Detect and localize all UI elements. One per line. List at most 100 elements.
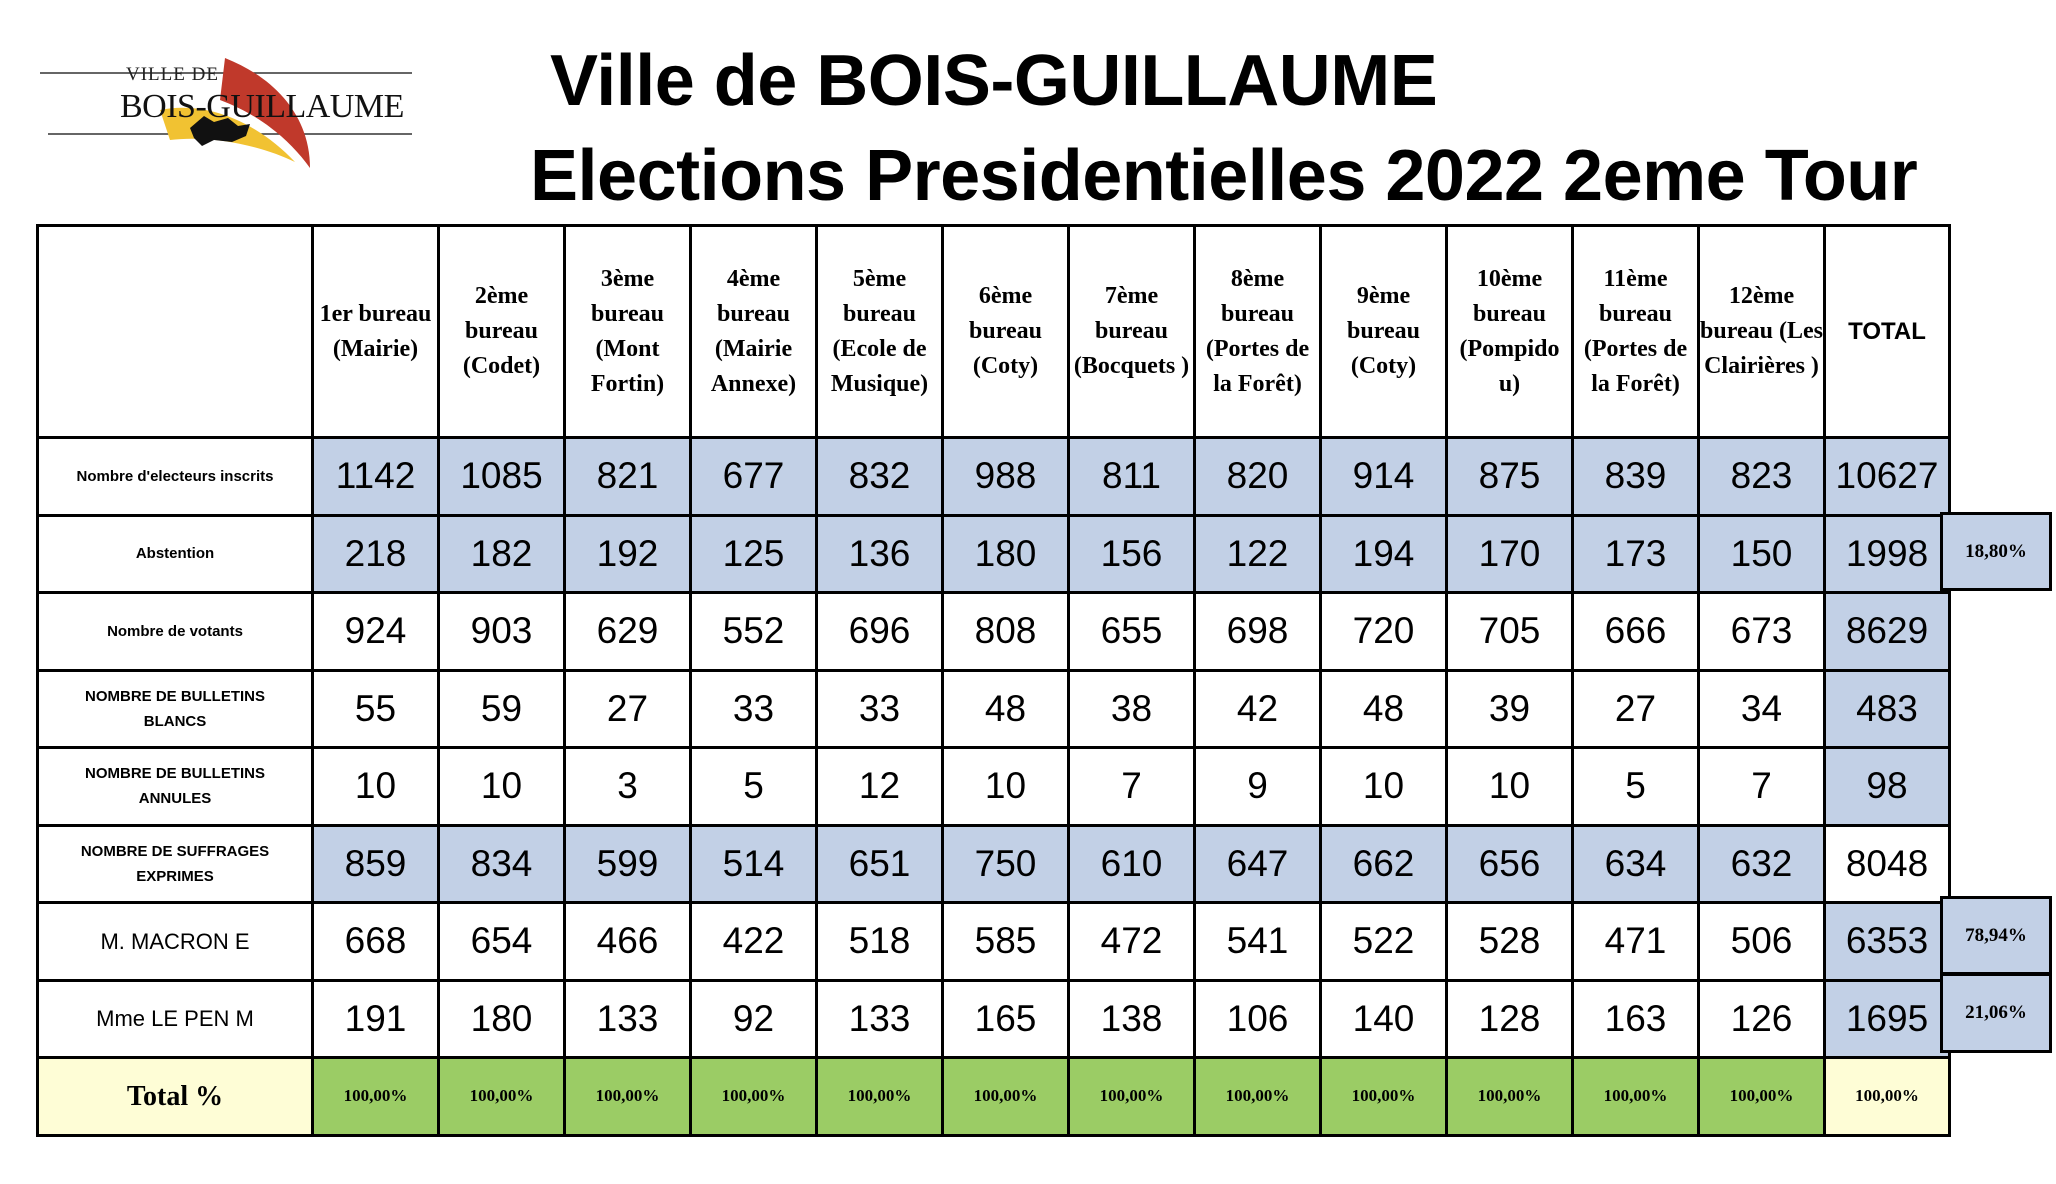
- logo-swoosh-icon: [40, 58, 412, 168]
- page-subtitle: Elections Presidentielles 2022 2eme Tour: [530, 136, 1918, 216]
- bureau-cell: 106: [1193, 978, 1322, 1059]
- bureau-cell: 552: [689, 591, 818, 672]
- bureau-cell: 9: [1193, 746, 1322, 827]
- total-cell: 8629: [1823, 591, 1951, 672]
- bureau-cell: 924: [311, 591, 440, 672]
- bureau-cell: 10: [437, 746, 566, 827]
- bureau-cell: 820: [1193, 436, 1322, 517]
- bureau-cell: 903: [437, 591, 566, 672]
- bureau-cell: 654: [437, 901, 566, 982]
- header-row: 1er bureau (Mairie) 2ème bureau (Codet) …: [36, 224, 1951, 439]
- bureau-cell: 163: [1571, 978, 1700, 1059]
- total-cell: 6353: [1823, 901, 1951, 982]
- bureau-cell: 466: [563, 901, 692, 982]
- page-title: Ville de BOIS-GUILLAUME: [550, 41, 1438, 121]
- bureau-cell: 705: [1445, 591, 1574, 672]
- votants-row: Nombre de votants 924 903 629 552 696 808 655 69…: [36, 591, 1951, 672]
- bureau-cell: 988: [941, 436, 1070, 517]
- bureau-cell: 471: [1571, 901, 1700, 982]
- row-label: NOMBRE DE BULLETINS BLANCS: [36, 668, 314, 749]
- bureau-cell: 656: [1445, 823, 1574, 904]
- bureau-cell: 528: [1445, 901, 1574, 982]
- bureau-cell: 696: [815, 591, 944, 672]
- bureau-cell: 133: [563, 978, 692, 1059]
- bureau-cell: 100,00%: [941, 1056, 1070, 1137]
- bureau-cell: 122: [1193, 513, 1322, 594]
- bureau-cell: 541: [1193, 901, 1322, 982]
- bureau-cell: 518: [815, 901, 944, 982]
- bureau-cell: 698: [1193, 591, 1322, 672]
- bureau-cell: 585: [941, 901, 1070, 982]
- bureau-cell: 647: [1193, 823, 1322, 904]
- total-cell: 100,00%: [1823, 1056, 1951, 1137]
- blancs-row: NOMBRE DE BULLETINS BLANCS 55 59 27 33 33 48 38…: [36, 668, 1951, 749]
- exprimes-row: NOMBRE DE SUFFRAGES EXPRIMES 859 834 599 514…: [36, 823, 1951, 904]
- bureau-cell: 662: [1319, 823, 1448, 904]
- bureau-cell: 140: [1319, 978, 1448, 1059]
- logo-city-text: VILLE DE: [126, 64, 219, 85]
- bureau-cell: 33: [689, 668, 818, 749]
- bureau-cell: 834: [437, 823, 566, 904]
- header-bureau-4: 4ème bureau (Mairie Annexe): [689, 224, 818, 439]
- header-bureau-9: 9ème bureau (Coty): [1319, 224, 1448, 439]
- bureau-cell: 651: [815, 823, 944, 904]
- abstention-row: Abstention 218 182 192 125 136 180 156 122 194 170…: [36, 513, 1951, 594]
- total-cell: 1998: [1823, 513, 1951, 594]
- row-label: Mme LE PEN M: [36, 978, 314, 1059]
- bureau-cell: 92: [689, 978, 818, 1059]
- header-bureau-5: 5ème bureau (Ecole de Musique): [815, 224, 944, 439]
- total-cell: 8048: [1823, 823, 1951, 904]
- bureau-cell: 133: [815, 978, 944, 1059]
- bureau-cell: 55: [311, 668, 440, 749]
- row-label: NOMBRE DE BULLETINS ANNULES: [36, 746, 314, 827]
- macron-row: M. MACRON E 668 654 466 422 518 585 472 541 522 52…: [36, 901, 1951, 982]
- row-label: Abstention: [36, 513, 314, 594]
- bureau-cell: 100,00%: [1319, 1056, 1448, 1137]
- bureau-cell: 5: [689, 746, 818, 827]
- abstention-percentage: 18,80%: [1940, 512, 2052, 591]
- bureau-cell: 100,00%: [1445, 1056, 1574, 1137]
- bureau-cell: 472: [1067, 901, 1196, 982]
- header-bureau-12: 12ème bureau (Les Clairières ): [1697, 224, 1826, 439]
- bureau-cell: 1085: [437, 436, 566, 517]
- row-label: Nombre de votants: [36, 591, 314, 672]
- bureau-cell: 12: [815, 746, 944, 827]
- bureau-cell: 514: [689, 823, 818, 904]
- lepen-row: Mme LE PEN M 191 180 133 92 133 165 138 106 140 12…: [36, 978, 1951, 1059]
- bureau-cell: 48: [1319, 668, 1448, 749]
- bureau-cell: 808: [941, 591, 1070, 672]
- bureau-cell: 182: [437, 513, 566, 594]
- bureau-cell: 823: [1697, 436, 1826, 517]
- bureau-cell: 914: [1319, 436, 1448, 517]
- bureau-cell: 100,00%: [1571, 1056, 1700, 1137]
- total-cell: 483: [1823, 668, 1951, 749]
- bureau-cell: 42: [1193, 668, 1322, 749]
- header-corner: [36, 224, 314, 439]
- bureau-cell: 194: [1319, 513, 1448, 594]
- bureau-cell: 128: [1445, 978, 1574, 1059]
- bureau-cell: 150: [1697, 513, 1826, 594]
- bureau-cell: 832: [815, 436, 944, 517]
- bureau-cell: 7: [1067, 746, 1196, 827]
- row-label: Nombre d'electeurs inscrits: [36, 436, 314, 517]
- bureau-cell: 629: [563, 591, 692, 672]
- bureau-cell: 750: [941, 823, 1070, 904]
- header-bureau-10: 10ème bureau (Pompido u): [1445, 224, 1574, 439]
- bureau-cell: 100,00%: [1697, 1056, 1826, 1137]
- bureau-cell: 7: [1697, 746, 1826, 827]
- bureau-cell: 34: [1697, 668, 1826, 749]
- bureau-cell: 100,00%: [1067, 1056, 1196, 1137]
- total-cell: 1695: [1823, 978, 1951, 1059]
- bureau-cell: 100,00%: [815, 1056, 944, 1137]
- bureau-cell: 38: [1067, 668, 1196, 749]
- header-bureau-2: 2ème bureau (Codet): [437, 224, 566, 439]
- bureau-cell: 48: [941, 668, 1070, 749]
- bureau-cell: 506: [1697, 901, 1826, 982]
- bureau-cell: 811: [1067, 436, 1196, 517]
- bureau-cell: 100,00%: [437, 1056, 566, 1137]
- bureau-cell: 170: [1445, 513, 1574, 594]
- bureau-cell: 180: [941, 513, 1070, 594]
- bureau-cell: 27: [563, 668, 692, 749]
- bureau-cell: 218: [311, 513, 440, 594]
- header-bureau-8: 8ème bureau (Portes de la Forêt): [1193, 224, 1322, 439]
